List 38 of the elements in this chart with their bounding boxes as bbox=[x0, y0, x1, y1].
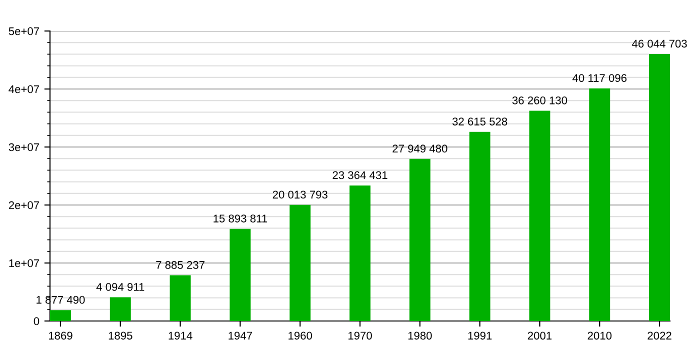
data-label: 7 885 237 bbox=[156, 261, 204, 269]
data-label: 15 893 811 bbox=[214, 214, 268, 222]
bar bbox=[110, 297, 131, 321]
data-label: 23 364 431 bbox=[332, 171, 388, 180]
bar bbox=[409, 158, 430, 321]
data-label: 4 094 911 bbox=[96, 283, 144, 291]
data-label: 27 949 480 bbox=[392, 144, 448, 153]
data-label: 32 615 528 bbox=[452, 118, 508, 126]
x-tick-label: 1914 bbox=[168, 332, 192, 340]
y-tick-label: 4e+07 bbox=[8, 85, 40, 94]
bar bbox=[589, 88, 610, 321]
bar bbox=[230, 228, 251, 321]
bar bbox=[529, 110, 550, 321]
y-tick-label: 0 bbox=[34, 317, 40, 326]
x-tick-label: 1980 bbox=[408, 332, 432, 340]
x-tick-label: 1869 bbox=[48, 332, 72, 340]
bar bbox=[50, 310, 71, 321]
x-tick-label: 2010 bbox=[588, 332, 612, 340]
y-tick-label: 3e+07 bbox=[8, 143, 40, 152]
x-tick-label: 2022 bbox=[648, 332, 672, 340]
x-tick-label: 1960 bbox=[288, 332, 312, 340]
data-label: 36 260 130 bbox=[512, 96, 568, 104]
bar bbox=[469, 132, 490, 321]
data-label: 46 044 703 bbox=[632, 40, 687, 48]
x-tick-label: 1895 bbox=[108, 332, 132, 340]
data-label: 20 013 793 bbox=[272, 190, 328, 199]
y-tick-label: 1e+07 bbox=[9, 259, 40, 268]
y-tick-label: 2e+07 bbox=[8, 201, 40, 210]
bar bbox=[170, 275, 191, 321]
x-tick-label: 1991 bbox=[468, 332, 492, 340]
x-tick-label: 2001 bbox=[528, 332, 552, 340]
bar bbox=[649, 54, 670, 321]
x-tick-label: 1970 bbox=[348, 332, 372, 340]
bar bbox=[350, 185, 370, 321]
data-label: 40 117 096 bbox=[572, 74, 627, 82]
y-tick-label: 5e+07 bbox=[8, 27, 40, 36]
bar bbox=[290, 204, 311, 321]
x-tick-label: 1947 bbox=[228, 332, 252, 340]
